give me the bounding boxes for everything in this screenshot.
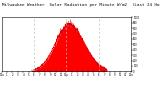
Text: Milwaukee Weather  Solar Radiation per Minute W/m2  (Last 24 Hours): Milwaukee Weather Solar Radiation per Mi…	[2, 3, 160, 7]
